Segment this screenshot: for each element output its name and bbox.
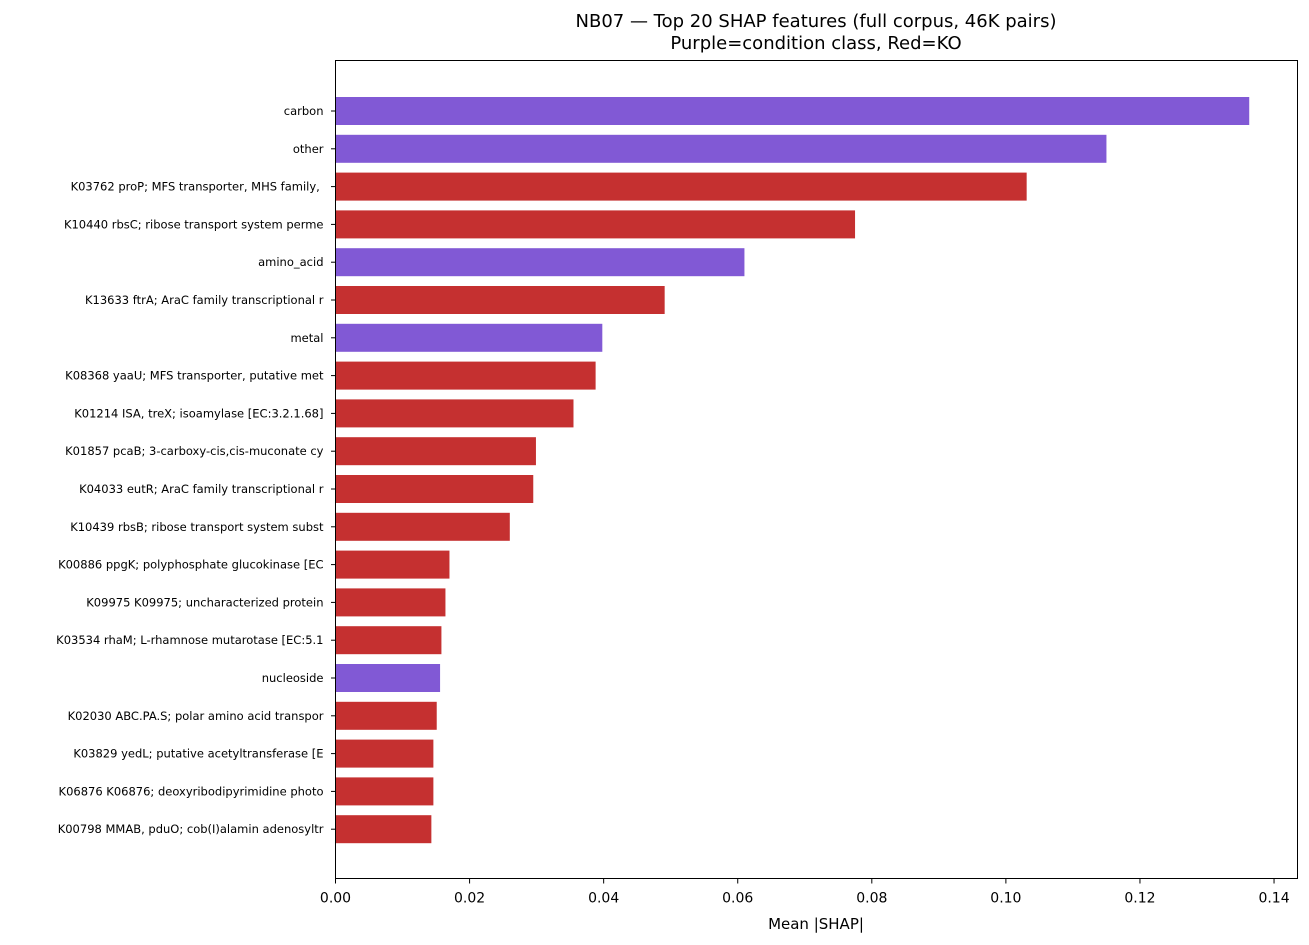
category-label-16: K02030 ABC.PA.S; polar amino acid transp…	[68, 709, 324, 723]
bar-8	[335, 399, 574, 428]
bar-1	[335, 134, 1107, 163]
bar-13	[335, 588, 446, 617]
category-label-11: K10439 rbsB; ribose transport system sub…	[70, 520, 324, 534]
bar-19	[335, 815, 432, 844]
category-label-15: nucleoside	[262, 671, 324, 685]
category-label-19: K00798 MMAB, pduO; cob(I)alamin adenosyl…	[58, 822, 324, 836]
category-label-9: K01857 pcaB; 3-carboxy-cis,cis-muconate …	[65, 444, 324, 458]
bar-18	[335, 777, 434, 806]
x-tick-label-5: 0.10	[990, 891, 1021, 907]
chart-title: NB07 — Top 20 SHAP features (full corpus…	[576, 11, 1057, 32]
category-labels: carbon other K03762 proP; MFS transporter,…	[56, 104, 336, 836]
bar-10	[335, 475, 534, 503]
bar-0	[335, 97, 1250, 125]
x-tick-label-7: 0.14	[1258, 891, 1289, 907]
bar-14	[335, 626, 442, 655]
category-label-0: carbon	[284, 104, 324, 118]
category-label-8: K01214 ISA, treX; isoamylase [EC:3.2.1.6…	[74, 406, 323, 420]
category-label-1: other	[293, 142, 324, 156]
category-label-2: K03762 proP; MFS transporter, MHS family…	[71, 180, 324, 194]
category-label-18: K06876 K06876; deoxyribodipyrimidine pho…	[59, 784, 324, 798]
bar-17	[335, 739, 434, 768]
category-label-12: K00886 ppgK; polyphosphate glucokinase […	[58, 558, 323, 572]
x-tick-label-2: 0.04	[588, 891, 619, 907]
category-label-5: K13633 ftrA; AraC family transcriptional…	[85, 293, 324, 307]
x-tick-label-4: 0.08	[856, 891, 887, 907]
bar-16	[335, 701, 437, 730]
bar-2	[335, 172, 1027, 201]
x-tick-label-3: 0.06	[722, 891, 753, 907]
bar-15	[335, 664, 441, 692]
category-label-3: K10440 rbsC; ribose transport system per…	[64, 217, 324, 231]
bar-7	[335, 361, 596, 390]
bars-group	[335, 97, 1250, 844]
x-axis-ticks: 0.00 0.02 0.04 0.06 0.08 0.10 0.12 0.14	[320, 878, 1290, 907]
bar-5	[335, 286, 665, 314]
bar-12	[335, 550, 450, 579]
plot-frame	[335, 60, 1298, 879]
x-tick-label-0: 0.00	[320, 891, 351, 907]
bar-6	[335, 323, 603, 352]
category-label-4: amino_acid	[258, 255, 323, 269]
category-label-13: K09975 K09975; uncharacterized protein	[86, 595, 323, 609]
x-tick-label-6: 0.12	[1124, 891, 1155, 907]
bar-11	[335, 512, 510, 541]
category-label-10: K04033 eutR; AraC family transcriptional…	[79, 482, 324, 496]
x-axis-label: Mean |SHAP|	[768, 915, 864, 933]
bar-4	[335, 248, 745, 277]
x-tick-label-1: 0.02	[454, 891, 485, 907]
chart-subtitle: Purple=condition class, Red=KO	[670, 33, 961, 54]
category-label-6: metal	[290, 331, 323, 345]
category-label-14: K03534 rhaM; L-rhamnose mutarotase [EC:5…	[56, 633, 323, 647]
category-label-17: K03829 yedL; putative acetyltransferase …	[73, 747, 323, 761]
category-label-7: K08368 yaaU; MFS transporter, putative m…	[65, 369, 324, 383]
bar-9	[335, 437, 536, 466]
bar-3	[335, 210, 856, 239]
